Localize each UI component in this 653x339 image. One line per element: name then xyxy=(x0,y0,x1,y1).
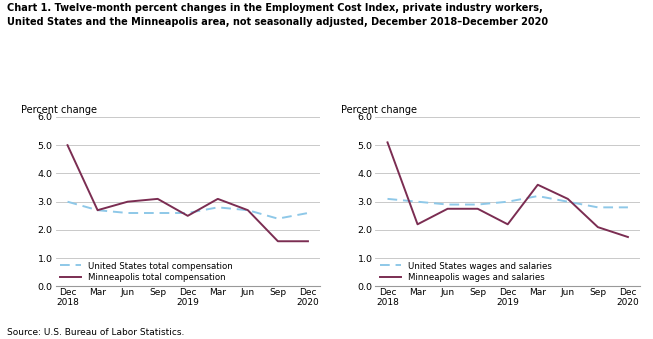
United States wages and salaries xyxy=(534,194,542,198)
Legend: United States wages and salaries, Minneapolis wages and salaries: United States wages and salaries, Minnea… xyxy=(380,262,552,282)
Minneapolis wages and salaries xyxy=(413,222,421,226)
United States wages and salaries xyxy=(624,205,632,210)
Legend: United States total compensation, Minneapolis total compensation: United States total compensation, Minnea… xyxy=(60,262,233,282)
Text: Chart 1. Twelve-month percent changes in the Employment Cost Index, private indu: Chart 1. Twelve-month percent changes in… xyxy=(7,3,548,26)
Minneapolis wages and salaries xyxy=(534,183,542,187)
United States total compensation xyxy=(153,211,161,215)
United States wages and salaries xyxy=(504,200,512,204)
Minneapolis total compensation xyxy=(123,200,131,204)
Minneapolis total compensation xyxy=(153,197,161,201)
United States total compensation xyxy=(274,217,282,221)
Text: Source: U.S. Bureau of Labor Statistics.: Source: U.S. Bureau of Labor Statistics. xyxy=(7,328,184,337)
Text: Percent change: Percent change xyxy=(21,105,97,115)
United States total compensation xyxy=(184,211,192,215)
Line: United States total compensation: United States total compensation xyxy=(67,202,308,219)
Line: Minneapolis total compensation: Minneapolis total compensation xyxy=(67,145,308,241)
Minneapolis wages and salaries xyxy=(624,235,632,239)
United States total compensation xyxy=(123,211,131,215)
United States total compensation xyxy=(63,200,71,204)
Minneapolis wages and salaries xyxy=(383,140,391,144)
Minneapolis total compensation xyxy=(274,239,282,243)
Minneapolis total compensation xyxy=(244,208,252,212)
Minneapolis total compensation xyxy=(63,143,71,147)
United States total compensation xyxy=(214,205,222,210)
Line: Minneapolis wages and salaries: Minneapolis wages and salaries xyxy=(387,142,628,237)
United States total compensation xyxy=(304,211,312,215)
Minneapolis wages and salaries xyxy=(564,197,572,201)
Minneapolis wages and salaries xyxy=(443,207,451,211)
United States wages and salaries xyxy=(473,202,481,206)
United States total compensation xyxy=(244,208,252,212)
United States wages and salaries xyxy=(564,200,572,204)
United States wages and salaries xyxy=(594,205,602,210)
United States total compensation xyxy=(93,208,101,212)
Minneapolis total compensation xyxy=(214,197,222,201)
United States wages and salaries xyxy=(443,202,451,206)
Minneapolis wages and salaries xyxy=(594,225,602,229)
Minneapolis wages and salaries xyxy=(504,222,512,226)
United States wages and salaries xyxy=(383,197,391,201)
Minneapolis total compensation xyxy=(304,239,312,243)
Minneapolis wages and salaries xyxy=(473,207,481,211)
Minneapolis total compensation xyxy=(184,214,192,218)
Line: United States wages and salaries: United States wages and salaries xyxy=(387,196,628,207)
Minneapolis total compensation xyxy=(93,208,101,212)
Text: Percent change: Percent change xyxy=(341,105,417,115)
United States wages and salaries xyxy=(413,200,421,204)
